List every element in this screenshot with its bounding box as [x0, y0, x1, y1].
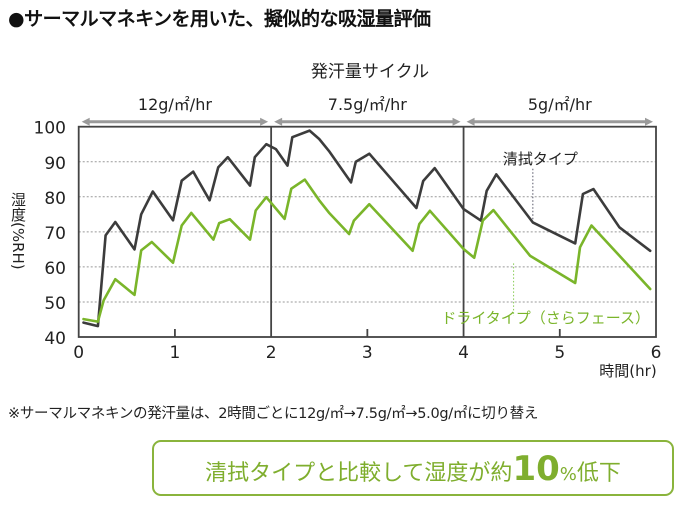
arrow-head-right [645, 117, 653, 126]
footnote: ※サーマルマネキンの発汗量は、2時間ごとに12g/㎡→7.5g/㎡→5.0g/㎡… [8, 406, 539, 422]
callout-percent: % [559, 464, 577, 485]
series-line-seishiki [82, 129, 652, 328]
x-axis-label: 時間(hr) [599, 362, 656, 380]
page-title: ●サーマルマネキンを用いた、擬似的な吸湿量評価 [8, 8, 431, 30]
x-tick-label: 3 [362, 343, 373, 363]
x-tick-label: 0 [73, 343, 84, 363]
y-tick-label: 80 [44, 189, 66, 209]
callout-prefix: 清拭タイプと比較して湿度が約 [205, 461, 513, 486]
x-tick-label: 2 [266, 343, 277, 363]
y-tick-label: 90 [44, 154, 66, 174]
arrow-head-left [466, 117, 475, 126]
phase-label: 7.5g/㎡/hr [328, 95, 408, 114]
x-tick-label: 5 [554, 343, 565, 363]
phase-label: 5g/㎡/hr [528, 95, 592, 114]
arrow-head-left [274, 117, 283, 126]
arrow-head-right [452, 117, 461, 126]
callout-suffix: 低下 [576, 461, 621, 486]
callout-box: 清拭タイプと比較して湿度が約10%低下 [152, 440, 674, 496]
x-tick-label: 4 [458, 343, 469, 363]
legend-label-dry: ドライタイプ（さらフェース） [441, 309, 650, 327]
phase-label: 12g/㎡/hr [138, 95, 212, 114]
arrow-head-left [81, 117, 90, 126]
y-tick-label: 70 [44, 224, 66, 244]
y-tick-label: 60 [44, 259, 66, 279]
x-tick-label: 6 [651, 343, 662, 363]
legend-label-seishiki: 清拭タイプ [503, 150, 578, 168]
humidity-chart: 発汗量サイクル 12g/㎡/hr 7.5g/㎡/hr 5g/㎡/hr 清拭タイプドラ… [9, 62, 662, 380]
arrow-head-right [260, 117, 269, 126]
x-tick-label: 1 [170, 343, 181, 363]
y-tick-label: 40 [44, 329, 66, 349]
callout-number: 10 [512, 449, 560, 489]
chart-title: 発汗量サイクル [311, 62, 429, 82]
y-tick-label: 50 [44, 294, 66, 314]
y-tick-label: 100 [34, 119, 66, 139]
series-line-dry [82, 178, 652, 323]
y-axis-label: 湿度(%RH) [9, 192, 27, 270]
